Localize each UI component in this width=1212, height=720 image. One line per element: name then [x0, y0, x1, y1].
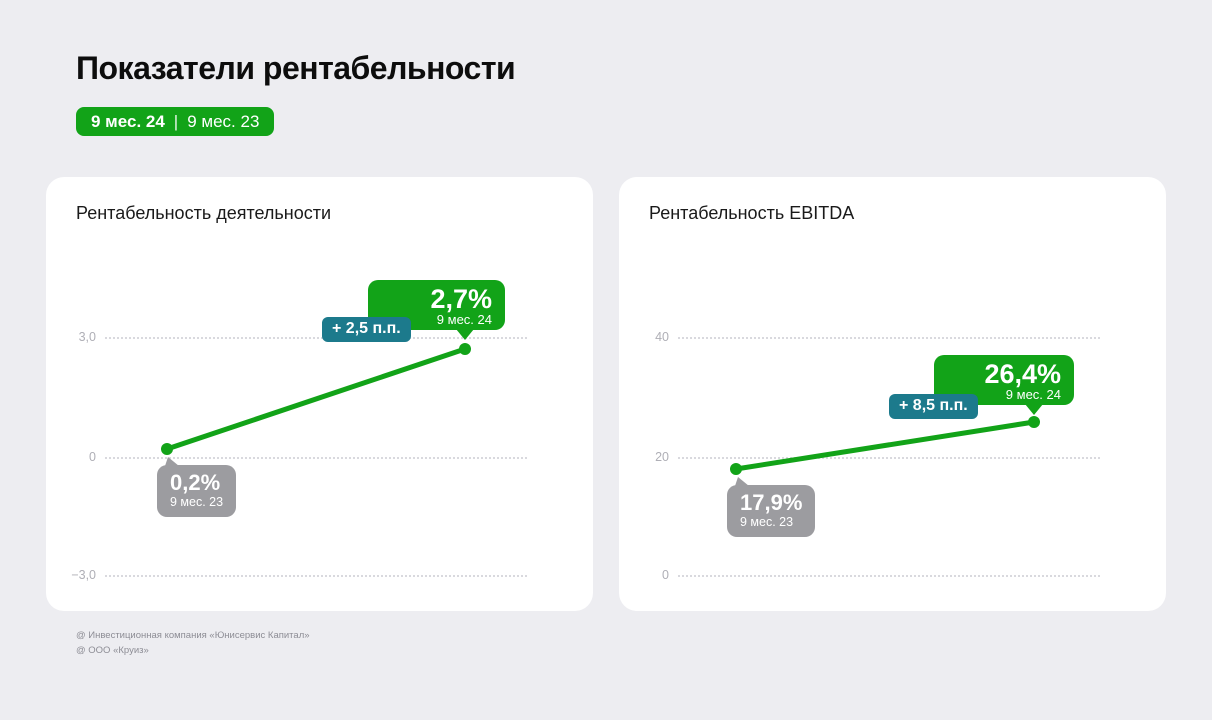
data-point-previous — [161, 443, 173, 455]
y-axis-tick: 20 — [655, 450, 669, 464]
previous-period-label: 9 мес. 23 — [170, 495, 224, 509]
trend-line — [733, 419, 1037, 472]
footer-credit-line-2: @ ООО «Круиз» — [76, 645, 149, 656]
y-axis-tick: −3,0 — [71, 568, 96, 582]
trend-line-chart — [161, 343, 471, 455]
previous-value-label: 0,2% — [170, 470, 221, 495]
gridline — [678, 457, 1100, 459]
period-badge: 9 мес. 24 | 9 мес. 23 — [76, 107, 275, 136]
gridline — [678, 337, 1100, 339]
chart-title: Рентабельность EBITDA — [649, 203, 855, 223]
data-point-current — [1028, 416, 1040, 428]
gridline — [105, 337, 527, 339]
y-axis-tick: 40 — [655, 330, 669, 344]
trend-line — [164, 346, 468, 452]
chart-card-ebitda-margin: Рентабельность EBITDA 40 20 0 26,4% 9 ме… — [619, 177, 1166, 611]
gridline — [678, 575, 1100, 577]
period-previous-label: 9 мес. 23 — [187, 111, 260, 131]
period-divider: | — [173, 111, 179, 131]
previous-value-callout: 17,9% 9 мес. 23 — [727, 477, 816, 537]
current-value-callout: 26,4% 9 мес. 24 — [934, 355, 1074, 415]
previous-value-callout: 0,2% 9 мес. 23 — [157, 457, 237, 517]
current-period-label: 9 мес. 24 — [1005, 387, 1061, 402]
data-point-current — [459, 343, 471, 355]
delta-badge: + 8,5 п.п. — [889, 394, 978, 419]
current-value-callout: 2,7% 9 мес. 24 — [368, 280, 505, 340]
callout-pointer — [456, 329, 474, 340]
gridline — [105, 457, 527, 459]
current-value-label: 2,7% — [430, 284, 492, 314]
callout-pointer — [165, 457, 179, 466]
previous-value-label: 17,9% — [740, 490, 803, 515]
period-current-label: 9 мес. 24 — [91, 111, 165, 131]
data-point-previous — [730, 463, 742, 475]
trend-line-chart — [730, 416, 1040, 475]
callout-pointer — [1025, 404, 1043, 415]
page-title: Показатели рентабельности — [76, 50, 516, 86]
gridline — [105, 575, 527, 577]
footer-credit-line-1: @ Инвестиционная компания «Юнисервис Кап… — [76, 630, 310, 641]
previous-period-label: 9 мес. 23 — [740, 515, 794, 529]
y-axis-tick: 0 — [662, 568, 669, 582]
chart-card-operating-margin: Рентабельность деятельности 3,0 0 −3,0 2… — [46, 177, 593, 611]
y-axis-tick: 3,0 — [78, 330, 96, 344]
footer-credits: @ Инвестиционная компания «Юнисервис Кап… — [76, 628, 1166, 658]
charts-row: Рентабельность деятельности 3,0 0 −3,0 2… — [46, 177, 1166, 611]
chart-title: Рентабельность деятельности — [76, 203, 332, 223]
current-period-label: 9 мес. 24 — [436, 312, 492, 327]
current-value-label: 26,4% — [984, 359, 1061, 389]
delta-badge: + 2,5 п.п. — [322, 317, 411, 342]
callout-pointer — [735, 477, 749, 486]
page: Показатели рентабельности 9 мес. 24 | 9 … — [0, 50, 1212, 720]
y-axis-tick: 0 — [89, 450, 96, 464]
